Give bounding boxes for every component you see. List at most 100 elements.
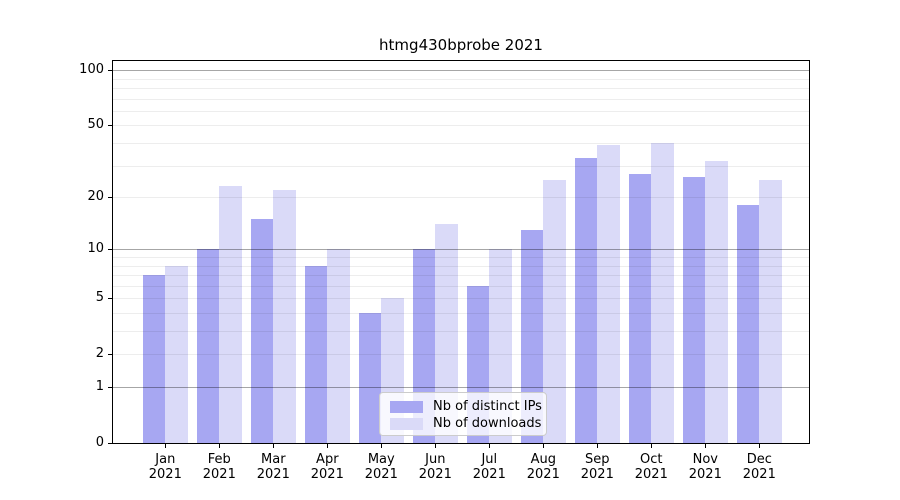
x-tick-label: May 2021 [351, 452, 411, 482]
x-tick-year: 2021 [418, 467, 452, 482]
x-tick-label: Jul 2021 [459, 452, 519, 482]
x-tick-mark [273, 444, 275, 448]
x-tick-label: Nov 2021 [675, 452, 735, 482]
y-gridline-minor [113, 125, 809, 127]
bar-distinct-ips [574, 158, 598, 443]
x-tick-month: May [367, 452, 395, 467]
y-gridline-minor [113, 354, 809, 356]
legend-label-distinct-ips: Nb of distinct IPs [433, 399, 542, 414]
x-tick-month: Aug [530, 452, 556, 467]
x-tick-month: Mar [261, 452, 286, 467]
bar-distinct-ips [628, 173, 652, 443]
legend-label-downloads: Nb of downloads [433, 416, 542, 431]
y-gridline-minor [113, 197, 809, 199]
legend-swatch-downloads [390, 417, 423, 430]
x-tick-label: Mar 2021 [243, 452, 303, 482]
x-tick-year: 2021 [202, 467, 236, 482]
y-gridline-minor [113, 331, 809, 333]
bar-distinct-ips [682, 176, 706, 443]
x-tick-month: Jan [155, 452, 176, 467]
y-tick-label: 2 [95, 346, 104, 362]
x-tick-year: 2021 [742, 467, 776, 482]
x-tick-label: Apr 2021 [297, 452, 357, 482]
legend-swatch-distinct-ips [390, 400, 423, 413]
y-tick-mark [108, 298, 112, 300]
x-tick-mark [489, 444, 491, 448]
bar-downloads [543, 179, 566, 443]
y-tick-mark [108, 387, 112, 388]
x-tick-label: Aug 2021 [513, 452, 573, 482]
y-gridline-minor [113, 312, 809, 314]
legend-item-distinct-ips: Nb of distinct IPs [390, 398, 542, 415]
y-gridline-major [113, 70, 809, 72]
x-tick-mark [651, 444, 653, 448]
y-tick-label: 100 [79, 62, 104, 78]
y-tick-label: 5 [95, 290, 104, 306]
chart-title: htmg430bprobe 2021 [379, 36, 543, 54]
y-gridline-major [113, 249, 809, 251]
y-tick-mark [108, 197, 112, 199]
x-tick-label: Jan 2021 [135, 452, 195, 482]
legend: Nb of distinct IPs Nb of downloads [379, 392, 547, 436]
y-gridline-minor [113, 78, 809, 80]
x-tick-year: 2021 [526, 467, 560, 482]
y-gridline-minor [113, 257, 809, 258]
x-tick-month: Oct [640, 452, 663, 467]
bar-distinct-ips [736, 205, 760, 443]
bar-distinct-ips [250, 219, 274, 443]
y-gridline-minor [113, 298, 809, 300]
bar-downloads [651, 143, 674, 443]
y-gridline-minor [113, 110, 809, 112]
x-tick-mark [327, 444, 329, 448]
x-tick-mark [219, 444, 221, 448]
x-tick-mark [705, 444, 707, 448]
y-tick-label: 50 [87, 117, 104, 133]
y-gridline-minor [113, 265, 809, 267]
y-gridline-minor [113, 88, 809, 90]
y-tick-label: 20 [87, 189, 104, 205]
y-gridline-minor [113, 165, 809, 167]
y-tick-mark [108, 443, 112, 444]
y-gridline-minor [113, 275, 809, 277]
bar-downloads [327, 249, 350, 443]
x-tick-year: 2021 [634, 467, 668, 482]
bar-distinct-ips [196, 249, 220, 443]
x-tick-year: 2021 [256, 467, 290, 482]
x-tick-label: Oct 2021 [621, 452, 681, 482]
x-tick-month: Feb [207, 452, 231, 467]
bar-downloads [273, 189, 296, 443]
y-tick-mark [108, 249, 112, 251]
x-tick-month: Apr [316, 452, 339, 467]
y-gridline-minor [113, 98, 809, 100]
x-tick-label: Dec 2021 [729, 452, 789, 482]
x-tick-month: Jun [425, 452, 446, 467]
y-tick-label: 0 [95, 435, 104, 450]
x-tick-month: Sep [585, 452, 610, 467]
legend-item-downloads: Nb of downloads [390, 415, 541, 432]
x-tick-year: 2021 [148, 467, 182, 482]
bar-downloads [759, 179, 782, 443]
bar-distinct-ips [304, 265, 328, 443]
x-tick-label: Feb 2021 [189, 452, 249, 482]
plot-area [113, 61, 809, 443]
x-tick-mark [435, 444, 437, 448]
x-tick-month: Dec [746, 452, 772, 467]
bar-distinct-ips [358, 312, 382, 443]
y-tick-mark [108, 70, 112, 72]
x-tick-year: 2021 [364, 467, 398, 482]
bar-downloads [435, 224, 458, 443]
x-tick-mark [759, 444, 761, 448]
x-tick-mark [381, 444, 383, 448]
x-tick-year: 2021 [580, 467, 614, 482]
y-gridline-minor [113, 285, 809, 287]
x-tick-year: 2021 [310, 467, 344, 482]
bar-downloads [597, 145, 620, 443]
bar-distinct-ips [142, 275, 166, 443]
x-tick-mark [597, 444, 599, 448]
y-tick-mark [108, 125, 112, 127]
x-tick-year: 2021 [688, 467, 722, 482]
x-tick-year: 2021 [472, 467, 506, 482]
y-tick-label: 10 [87, 241, 104, 257]
x-tick-mark [543, 444, 545, 448]
